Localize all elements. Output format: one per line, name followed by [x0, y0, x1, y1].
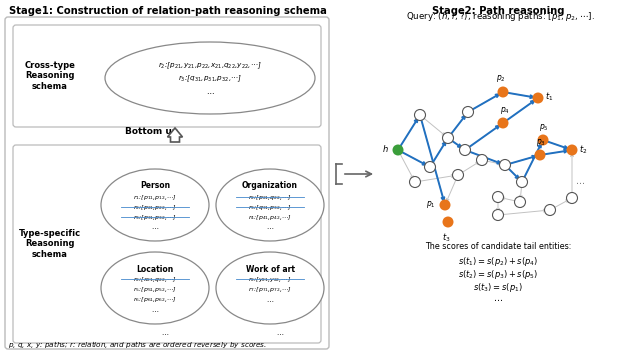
Text: Stage2: Path reasoning: Stage2: Path reasoning — [432, 6, 564, 16]
Circle shape — [566, 193, 577, 203]
Text: $r_3$:[$q_{31}$,$p_{31}$,$p_{32}$,$\cdots$]: $r_3$:[$q_{31}$,$p_{31}$,$p_{32}$,$\cdot… — [178, 74, 242, 84]
Text: $r_2$:[$y_{21}$,$y_{22}$,$\cdots$]: $r_2$:[$y_{21}$,$y_{22}$,$\cdots$] — [248, 274, 292, 284]
Text: $t_3$: $t_3$ — [442, 231, 451, 243]
Text: $p_4$: $p_4$ — [500, 105, 510, 116]
Text: $r_6$:[$p_{61}$,$p_{62}$,$\cdots$]: $r_6$:[$p_{61}$,$p_{62}$,$\cdots$] — [133, 294, 177, 303]
Text: $r_2$:[$p_{21}$,$y_{21}$,$p_{22}$,$x_{21}$,$q_{22}$,$y_{22}$,$\cdots$]: $r_2$:[$p_{21}$,$y_{21}$,$p_{22}$,$x_{21… — [158, 61, 262, 71]
Circle shape — [497, 86, 509, 98]
Circle shape — [515, 197, 525, 207]
Circle shape — [493, 192, 504, 202]
Text: Stage1: Construction of relation-path reasoning schema: Stage1: Construction of relation-path re… — [9, 6, 327, 16]
Text: $r_5$:[$p_{51}$,$p_{52}$,$\cdots$]: $r_5$:[$p_{51}$,$p_{52}$,$\cdots$] — [133, 284, 177, 293]
FancyBboxPatch shape — [13, 145, 321, 343]
Circle shape — [415, 109, 426, 121]
Text: $s(t_2) = s(p_3) + s(p_5)$: $s(t_2) = s(p_3) + s(p_5)$ — [458, 268, 538, 281]
Circle shape — [516, 176, 527, 188]
Text: $r_2$:[$x_{21}$,$q_{22}$,$\cdots$]: $r_2$:[$x_{21}$,$q_{22}$,$\cdots$] — [133, 274, 177, 284]
Circle shape — [442, 216, 454, 228]
Text: Bottom up: Bottom up — [125, 126, 179, 135]
Text: $r_4$:[$p_{41}$,$p_{42}$,$\cdots$]: $r_4$:[$p_{41}$,$p_{42}$,$\cdots$] — [248, 212, 292, 221]
Text: $r_7$:[$p_{71}$,$p_{72}$,$\cdots$]: $r_7$:[$p_{71}$,$p_{72}$,$\cdots$] — [248, 284, 292, 293]
FancyArrow shape — [168, 128, 182, 142]
Text: $\cdots$: $\cdots$ — [575, 177, 585, 186]
Text: $r_3$:[$q_{31}$,$p_{32}$,$\cdots$]: $r_3$:[$q_{31}$,$p_{32}$,$\cdots$] — [248, 202, 292, 211]
Text: $\cdots$: $\cdots$ — [493, 294, 503, 303]
Circle shape — [566, 144, 577, 156]
Text: $\cdots$: $\cdots$ — [266, 297, 274, 303]
Text: $p_2$: $p_2$ — [496, 73, 506, 84]
FancyBboxPatch shape — [13, 25, 321, 127]
Circle shape — [460, 144, 470, 156]
Circle shape — [424, 162, 435, 172]
Text: $t_2$: $t_2$ — [579, 144, 588, 156]
Circle shape — [534, 149, 545, 161]
Text: $\cdots$: $\cdots$ — [276, 330, 284, 336]
Circle shape — [545, 204, 556, 216]
Text: $p_3$: $p_3$ — [536, 137, 546, 148]
Ellipse shape — [216, 252, 324, 324]
Text: $\cdots$: $\cdots$ — [151, 307, 159, 313]
Text: $r_1$:[$p_{11}$,$p_{12}$,$\cdots$]: $r_1$:[$p_{11}$,$p_{12}$,$\cdots$] — [133, 193, 177, 202]
Circle shape — [392, 144, 403, 156]
Ellipse shape — [216, 169, 324, 241]
Circle shape — [538, 135, 548, 145]
Text: Organization: Organization — [242, 181, 298, 190]
Ellipse shape — [105, 42, 315, 114]
Circle shape — [410, 176, 420, 188]
FancyBboxPatch shape — [5, 17, 329, 349]
Text: Type-specific
Reasoning
schema: Type-specific Reasoning schema — [19, 229, 81, 259]
Text: The scores of candidate tail entities:: The scores of candidate tail entities: — [425, 242, 571, 251]
Text: $s(t_3) = s(p_1)$: $s(t_3) = s(p_1)$ — [473, 281, 523, 294]
Circle shape — [463, 107, 474, 117]
Text: Cross-type
Reasoning
schema: Cross-type Reasoning schema — [24, 61, 76, 91]
Circle shape — [440, 199, 451, 211]
Text: $s(t_1) = s(p_2) + s(p_4)$: $s(t_1) = s(p_2) + s(p_4)$ — [458, 255, 538, 268]
Ellipse shape — [101, 252, 209, 324]
Text: $h$: $h$ — [382, 144, 389, 154]
Ellipse shape — [101, 169, 209, 241]
Text: $p_1$: $p_1$ — [426, 198, 436, 210]
Text: $t_1$: $t_1$ — [545, 91, 554, 103]
Text: Person: Person — [140, 181, 170, 190]
Text: Work of art: Work of art — [246, 265, 294, 274]
Text: $\cdots$: $\cdots$ — [205, 87, 214, 96]
Text: Location: Location — [136, 265, 173, 274]
Circle shape — [493, 210, 504, 220]
Text: $\cdots$: $\cdots$ — [161, 330, 169, 336]
Text: $r_2$:[$p_{21}$,$q_{22}$,$\cdots$]: $r_2$:[$p_{21}$,$q_{22}$,$\cdots$] — [248, 193, 292, 202]
Circle shape — [452, 170, 463, 180]
Circle shape — [477, 154, 488, 166]
Circle shape — [499, 159, 511, 171]
Circle shape — [532, 93, 543, 104]
Text: $\cdots$: $\cdots$ — [266, 224, 274, 230]
Text: $p$, $q$, $x$, $y$: paths; $r$: relation, and paths are ordered reversely by sco: $p$, $q$, $x$, $y$: paths; $r$: relation… — [8, 339, 267, 350]
Circle shape — [497, 117, 509, 129]
Text: Query: $(h,r,?)$, reasoning paths: $[p_1, p_2, \cdots]$.: Query: $(h,r,?)$, reasoning paths: $[p_1… — [406, 10, 595, 23]
Text: $\cdots$: $\cdots$ — [151, 224, 159, 230]
Circle shape — [442, 132, 454, 144]
Text: $p_5$: $p_5$ — [539, 122, 549, 133]
Text: $r_3$:[$p_{31}$,$p_{32}$,$\cdots$]: $r_3$:[$p_{31}$,$p_{32}$,$\cdots$] — [133, 212, 177, 221]
Text: $r_2$:[$p_{21}$,$p_{22}$,$\cdots$]: $r_2$:[$p_{21}$,$p_{22}$,$\cdots$] — [133, 202, 177, 211]
